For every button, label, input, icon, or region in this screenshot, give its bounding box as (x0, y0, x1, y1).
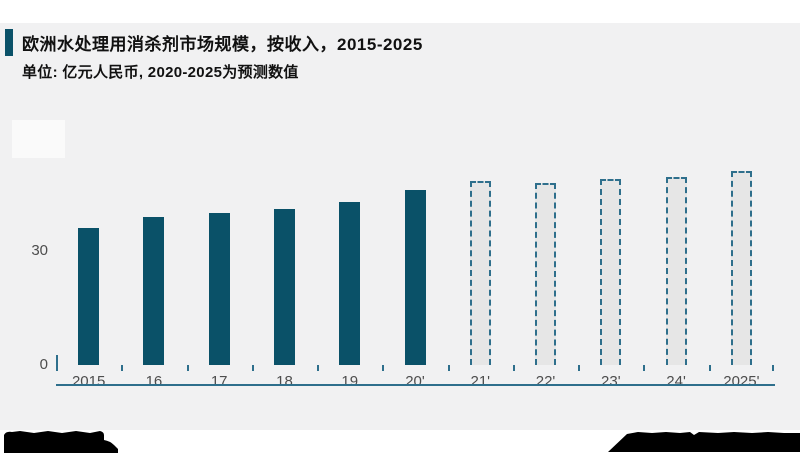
bar-21 (469, 181, 491, 365)
bar-2015 (78, 228, 100, 365)
bar-16 (143, 217, 165, 365)
x-tick-label-24: 24' (666, 373, 686, 390)
x-tick-label-19: 19 (341, 373, 359, 390)
x-axis-tick (643, 365, 646, 371)
bar-18 (273, 209, 295, 365)
x-axis-tick (251, 365, 254, 371)
x-tick-label-17: 17 (210, 373, 228, 390)
x-tick-label-23: 23' (601, 373, 621, 390)
x-tick-label-2025: 2025' (723, 373, 760, 390)
bar-24 (665, 177, 687, 365)
x-tick-label-2015: 2015 (71, 373, 106, 390)
bar-2025 (730, 171, 752, 365)
x-axis-tick (186, 365, 189, 371)
y-tick-label-0: 0 (39, 356, 48, 373)
bar-23 (600, 179, 622, 365)
legend-placeholder-box (12, 120, 65, 158)
bar-17 (208, 213, 230, 365)
x-tick-label-21: 21' (470, 373, 491, 390)
x-axis-tick (512, 365, 515, 371)
x-tick-label-16: 16 (145, 373, 163, 390)
x-axis-line (56, 384, 775, 386)
x-axis-tick (447, 365, 450, 371)
bar-20 (404, 190, 426, 365)
bar-19 (339, 202, 361, 365)
x-axis-tick (772, 365, 774, 371)
x-axis-left-end-tick (56, 355, 58, 365)
bar-chart-plot-area: 2015 16 17 18 19 20' 21' 22' 23' 24' 2025' 0 30 (31, 156, 774, 390)
x-axis-tick (317, 365, 320, 371)
x-tick-label-22: 22' (535, 373, 556, 390)
x-axis-tick (56, 365, 58, 371)
redacted-attribution-mark-right (608, 432, 800, 452)
x-tick-label-20: 20' (405, 373, 425, 390)
title-accent-bar (5, 29, 13, 56)
chart-subtitle: 单位: 亿元人民币, 2020-2025为预测数值 (22, 64, 299, 81)
x-axis-tick (708, 365, 711, 371)
chart-card: 欧洲水处理用消杀剂市场规模，按收入，2015-2025 单位: 亿元人民币, 2… (0, 23, 800, 430)
bar-22 (535, 183, 557, 365)
x-axis-tick (382, 365, 385, 371)
chart-title: 欧洲水处理用消杀剂市场规模，按收入，2015-2025 (22, 35, 423, 54)
y-tick-label-30: 30 (31, 242, 48, 259)
x-axis-tick (121, 365, 124, 371)
x-axis-tick (578, 365, 581, 371)
redacted-source-mark-left (4, 431, 118, 453)
x-tick-label-18: 18 (276, 373, 293, 390)
